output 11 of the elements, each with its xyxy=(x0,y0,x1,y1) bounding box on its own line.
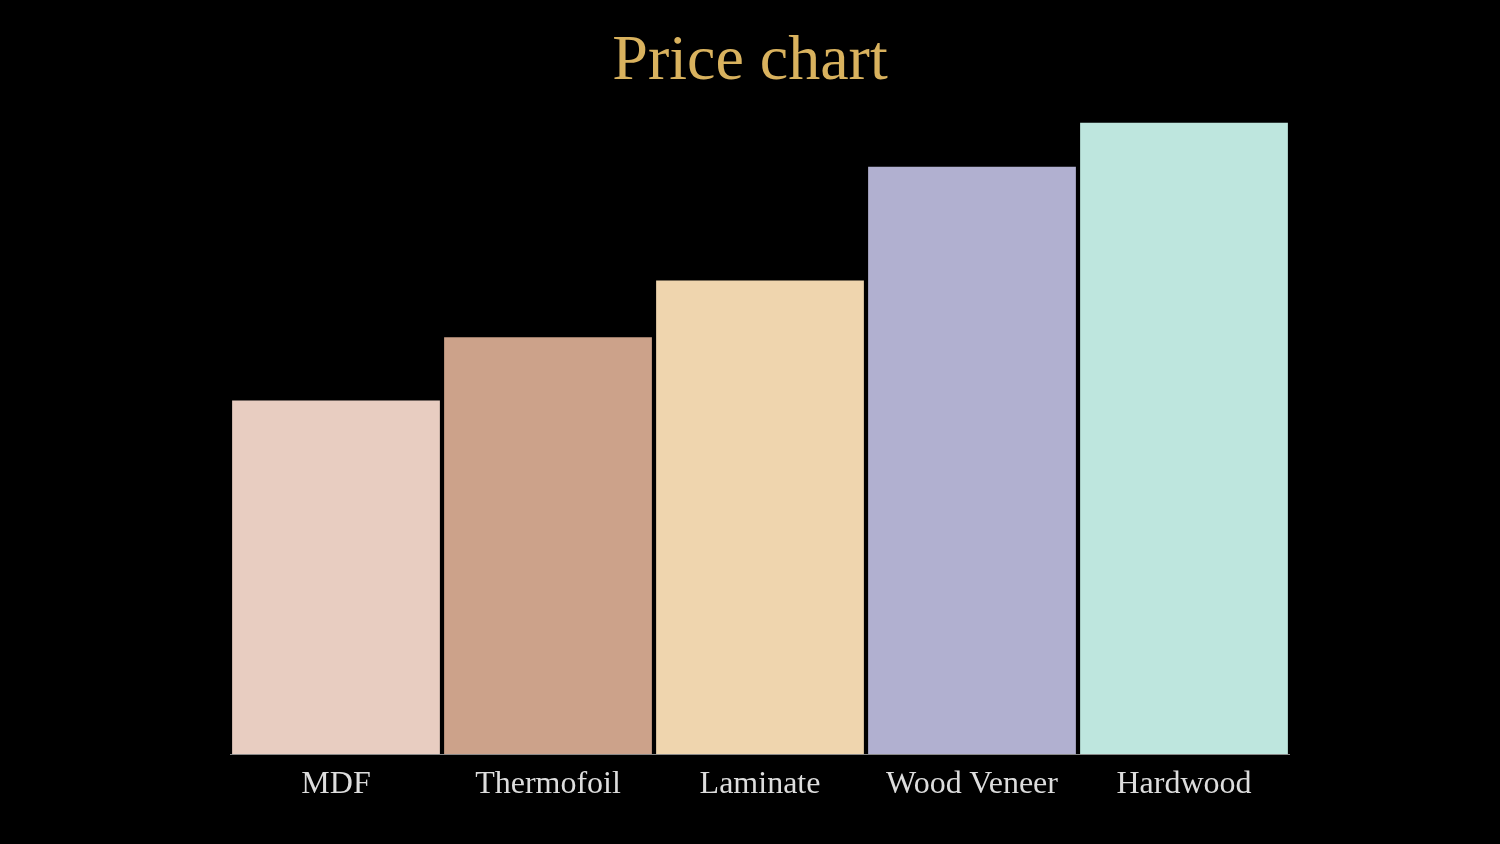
x-tick-label: Laminate xyxy=(699,764,821,801)
x-tick-label: MDF xyxy=(301,764,371,801)
bar xyxy=(656,280,864,754)
x-tick-label: Thermofoil xyxy=(475,764,621,801)
bar xyxy=(444,337,652,754)
x-tick-label: Wood Veneer xyxy=(886,764,1059,801)
bar xyxy=(868,166,1076,754)
bar xyxy=(1080,122,1288,754)
x-tick-label: Hardwood xyxy=(1116,764,1252,801)
chart-title: Price chart xyxy=(612,21,888,93)
bar xyxy=(232,400,440,754)
